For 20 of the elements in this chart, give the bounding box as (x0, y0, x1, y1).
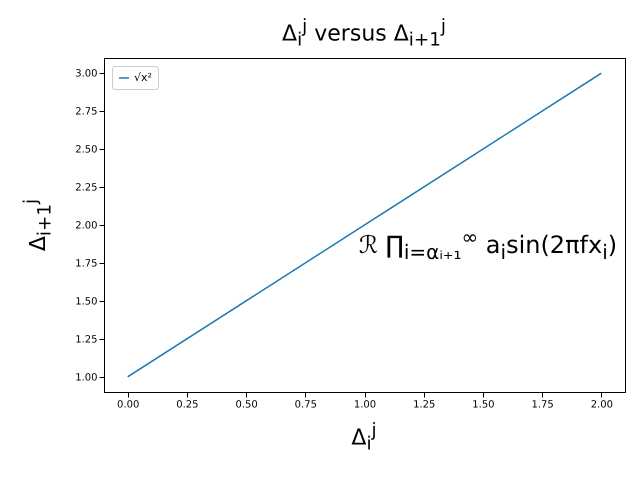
x-tick-label: 1.00 (354, 400, 376, 410)
x-tick-label: 2.00 (590, 400, 613, 410)
x-tick-label: 0.75 (294, 400, 317, 410)
y-tick-label: 2.50 (75, 144, 98, 156)
x-tick-label: 1.25 (413, 400, 436, 410)
annotation: ℛ ∏$_{i=αᵢ₊₁}$$^{∞}$ a$_{i}$sin(2πfx$_{i}$) (358, 225, 618, 264)
y-tick-label: 1.25 (75, 334, 98, 346)
x-tick-label: 0.25 (176, 400, 199, 410)
y-tick-label: 1.75 (75, 258, 98, 270)
y-tick-label: 1.50 (75, 296, 98, 308)
x-tick-label: 0.00 (117, 400, 140, 410)
x-tick-label: 1.50 (472, 400, 495, 410)
x-tick-label: 0.50 (235, 400, 258, 410)
y-tick-label: 2.75 (75, 106, 98, 118)
x-tick-label: 1.75 (531, 400, 554, 410)
y-tick-label: 1.00 (75, 372, 98, 384)
legend-label: √x² (134, 71, 152, 84)
y-tick-label: 3.00 (75, 68, 98, 80)
y-tick-label: 2.25 (75, 182, 98, 194)
y-tick-label: 2.00 (75, 220, 98, 232)
